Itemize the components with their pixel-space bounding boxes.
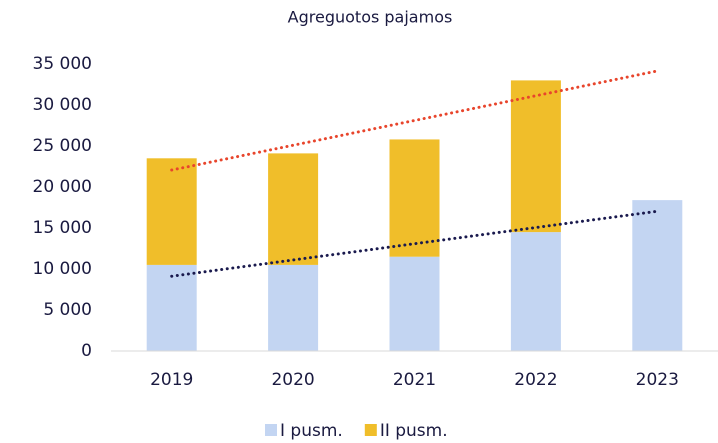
trendline <box>170 209 659 278</box>
legend-label: II pusm. <box>380 421 448 441</box>
x-tick-label: 2019 <box>150 370 193 390</box>
trendline <box>170 69 659 172</box>
x-tick-label: 2020 <box>271 370 314 390</box>
y-tick-label: 0 <box>81 341 92 361</box>
chart-title: Agreguotos pajamos <box>288 8 453 27</box>
legend-swatch <box>265 424 277 436</box>
x-tick-label: 2021 <box>393 370 436 390</box>
bar <box>146 158 197 265</box>
bar <box>510 80 561 233</box>
bar <box>389 256 440 351</box>
y-tick-label: 25 000 <box>33 136 92 156</box>
x-tick-label: 2022 <box>514 370 557 390</box>
y-tick-label: 15 000 <box>33 218 92 238</box>
x-tick-label: 2023 <box>636 370 679 390</box>
y-tick-label: 35 000 <box>33 54 92 74</box>
y-tick-label: 20 000 <box>33 177 92 197</box>
bar <box>268 264 319 351</box>
bar <box>389 139 440 257</box>
y-tick-label: 10 000 <box>33 259 92 279</box>
legend-label: I pusm. <box>280 421 343 441</box>
legend-swatch <box>364 424 377 436</box>
bar <box>510 232 561 351</box>
y-tick-label: 30 000 <box>33 95 92 115</box>
bar <box>146 264 197 351</box>
y-tick-label: 5 000 <box>43 300 92 320</box>
bar <box>268 153 319 265</box>
bar <box>632 200 683 351</box>
